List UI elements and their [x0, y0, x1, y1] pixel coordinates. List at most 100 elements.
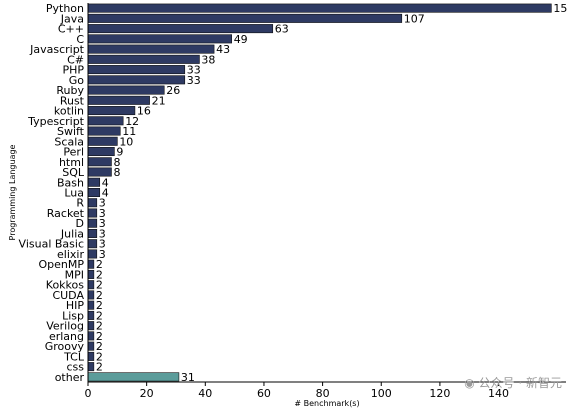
bar-bash — [87, 177, 101, 187]
bar-css — [87, 362, 95, 372]
bar-r — [87, 198, 98, 208]
x-tick-label: 120 — [429, 387, 450, 400]
bar-scala — [87, 136, 118, 146]
bars-group — [87, 3, 552, 382]
bar-cuda — [87, 290, 95, 300]
category-label: TCL — [63, 350, 85, 363]
bar-ruby — [87, 85, 165, 95]
value-label: 3 — [99, 217, 106, 230]
bar-verilog — [87, 321, 95, 331]
wechat-icon: ◉ — [464, 376, 475, 390]
category-labels: PythonJavaC++CJavascriptC#PHPGoRubyRustk… — [19, 2, 85, 384]
value-label: 3 — [99, 227, 106, 240]
bar-javascript — [87, 44, 215, 54]
category-label: css — [66, 361, 84, 374]
bar-erlang — [87, 331, 95, 341]
axes: 0 20 40 60 80 100 120 140 — [85, 3, 566, 400]
value-label: 2 — [96, 361, 103, 374]
x-axis-label: # Benchmark(s) — [294, 399, 359, 408]
bar-html — [87, 157, 112, 167]
category-label: C — [76, 33, 84, 46]
bar-julia — [87, 228, 98, 238]
category-label: Swift — [57, 125, 85, 138]
bar-go — [87, 75, 186, 85]
category-label: erlang — [49, 330, 84, 343]
bar-rust — [87, 95, 150, 105]
value-label: 26 — [166, 84, 180, 97]
bar-c- — [87, 54, 200, 64]
category-label: PHP — [62, 64, 84, 77]
category-label: Lisp — [62, 309, 84, 322]
category-label: Perl — [63, 146, 84, 159]
watermark-text: 公众号 · 新智元 — [478, 376, 562, 390]
value-label: 2 — [96, 258, 103, 271]
category-label: Typescript — [27, 115, 85, 128]
bar-typescript — [87, 116, 124, 126]
x-tick-label: 40 — [198, 387, 212, 400]
category-label: Groovy — [45, 340, 85, 353]
category-label: Lua — [64, 187, 84, 200]
bar-swift — [87, 126, 121, 136]
bar-sql — [87, 167, 112, 177]
value-label: 4 — [102, 176, 109, 189]
bar-lua — [87, 188, 101, 197]
watermark: ◉ 公众号 · 新智元 — [464, 374, 562, 391]
value-label: 3 — [99, 238, 106, 251]
category-label: D — [76, 217, 84, 230]
category-label: elixir — [57, 248, 84, 261]
bar-kokkos — [87, 280, 95, 290]
value-label: 2 — [96, 268, 103, 281]
category-label: Bash — [57, 176, 84, 189]
category-label: HIP — [66, 299, 85, 312]
value-label: 2 — [96, 320, 103, 333]
x-tick-label: 140 — [488, 387, 509, 400]
bar-groovy — [87, 341, 95, 351]
value-labels: 1581076349433833332621161211109884433333… — [96, 2, 568, 384]
category-label: html — [59, 156, 84, 169]
category-label: Java — [60, 12, 84, 25]
bar-lisp — [87, 310, 95, 320]
value-label: 2 — [96, 279, 103, 292]
value-label: 107 — [404, 12, 425, 25]
bar-python — [87, 3, 552, 13]
x-tick-label: 100 — [371, 387, 392, 400]
value-label: 2 — [96, 309, 103, 322]
value-label: 4 — [102, 187, 109, 200]
x-tick-label: 80 — [316, 387, 330, 400]
bar-php — [87, 65, 186, 75]
category-label: Racket — [47, 207, 85, 220]
category-label: Kokkos — [46, 279, 84, 292]
category-label: Rust — [60, 94, 85, 107]
value-label: 12 — [125, 115, 139, 128]
bar-racket — [87, 208, 98, 218]
category-label: R — [76, 197, 84, 210]
value-label: 3 — [99, 197, 106, 210]
bar-c- — [87, 24, 274, 34]
value-label: 2 — [96, 330, 103, 343]
category-label: CUDA — [52, 289, 84, 302]
bar-hip — [87, 300, 95, 310]
category-label: Scala — [54, 135, 84, 148]
value-label: 11 — [122, 125, 136, 138]
x-tick-label: 0 — [85, 387, 92, 400]
bar-d — [87, 218, 98, 228]
value-label: 21 — [152, 94, 166, 107]
category-label: C# — [67, 53, 84, 66]
value-label: 2 — [96, 299, 103, 312]
category-label: other — [55, 371, 85, 384]
bar-perl — [87, 147, 115, 157]
category-label: SQL — [62, 166, 85, 179]
category-label: Ruby — [56, 84, 84, 97]
category-label: C++ — [58, 23, 84, 36]
value-label: 2 — [96, 340, 103, 353]
bar-kotlin — [87, 106, 136, 116]
value-label: 2 — [96, 350, 103, 363]
bar-java — [87, 13, 403, 23]
value-label: 8 — [113, 166, 120, 179]
x-tick-label: 20 — [140, 387, 154, 400]
value-label: 63 — [275, 23, 289, 36]
bar-c — [87, 34, 232, 44]
category-label: OpenMP — [38, 258, 84, 271]
category-label: Javascript — [29, 43, 85, 56]
